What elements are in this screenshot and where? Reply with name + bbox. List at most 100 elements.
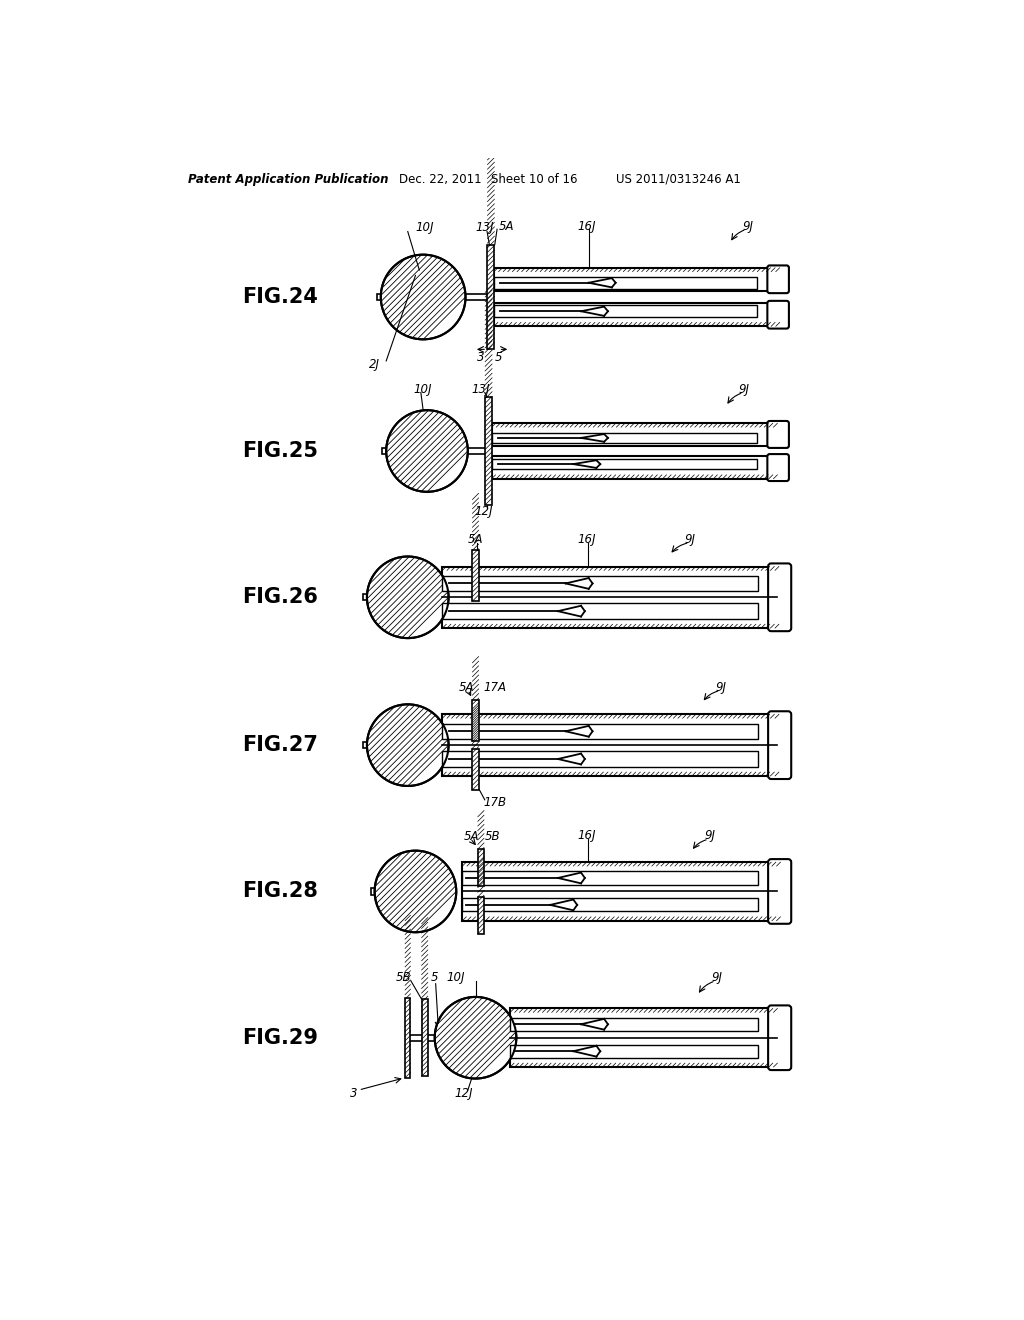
Text: 2J: 2J: [370, 358, 380, 371]
Text: 5: 5: [495, 351, 502, 363]
Bar: [442, 566, 777, 570]
Text: 5A: 5A: [464, 829, 479, 842]
FancyBboxPatch shape: [768, 1006, 792, 1071]
Bar: [510, 1018, 758, 1031]
Bar: [510, 1044, 758, 1057]
Bar: [382, 447, 488, 454]
FancyBboxPatch shape: [767, 454, 788, 480]
Bar: [463, 917, 777, 921]
Bar: [485, 397, 493, 506]
Text: 3: 3: [477, 351, 484, 363]
Bar: [442, 624, 777, 628]
Text: 13J: 13J: [472, 383, 490, 396]
Bar: [371, 888, 453, 895]
Bar: [472, 748, 478, 789]
Text: 13J: 13J: [475, 222, 494, 234]
Text: Sheet 10 of 16: Sheet 10 of 16: [490, 173, 578, 186]
Bar: [494, 322, 777, 326]
Bar: [510, 1008, 777, 1012]
Text: 10J: 10J: [413, 383, 432, 396]
Bar: [492, 424, 777, 428]
Bar: [494, 305, 758, 317]
Circle shape: [367, 705, 449, 785]
Bar: [492, 424, 777, 446]
Bar: [442, 751, 758, 767]
Circle shape: [375, 850, 457, 932]
Bar: [494, 304, 777, 326]
Text: FIG.28: FIG.28: [243, 882, 318, 902]
Text: 12J: 12J: [475, 504, 494, 517]
Bar: [494, 277, 758, 289]
Text: 5: 5: [431, 972, 438, 985]
Bar: [442, 723, 758, 739]
Text: 9J: 9J: [742, 219, 754, 232]
Text: 16J: 16J: [578, 829, 596, 842]
Bar: [442, 566, 777, 628]
Bar: [408, 1035, 441, 1040]
Text: 5A: 5A: [468, 533, 483, 546]
Bar: [492, 475, 777, 479]
Text: 9J: 9J: [705, 829, 715, 842]
Bar: [472, 701, 478, 742]
Bar: [494, 268, 777, 290]
Bar: [442, 772, 777, 776]
Bar: [364, 594, 442, 601]
Circle shape: [386, 411, 468, 492]
Bar: [492, 457, 777, 479]
Bar: [463, 871, 758, 884]
Text: 10J: 10J: [416, 222, 434, 234]
Text: 9J: 9J: [716, 681, 727, 694]
Circle shape: [381, 255, 466, 339]
Circle shape: [435, 997, 516, 1078]
Text: 12J: 12J: [454, 1086, 472, 1100]
Bar: [406, 998, 411, 1077]
Bar: [492, 433, 758, 444]
Bar: [510, 1063, 777, 1067]
Text: 17B: 17B: [483, 796, 506, 809]
Text: 10J: 10J: [446, 972, 465, 985]
Text: 17A: 17A: [483, 681, 506, 694]
Bar: [422, 999, 428, 1076]
Bar: [463, 862, 777, 921]
Bar: [478, 896, 484, 933]
Text: 9J: 9J: [712, 972, 723, 985]
FancyBboxPatch shape: [767, 265, 788, 293]
Bar: [442, 714, 777, 776]
FancyBboxPatch shape: [768, 859, 792, 924]
Text: 5B: 5B: [484, 829, 501, 842]
Bar: [492, 459, 758, 470]
Bar: [463, 862, 777, 866]
Text: 9J: 9J: [739, 383, 750, 396]
Text: FIG.27: FIG.27: [243, 735, 318, 755]
Text: FIG.25: FIG.25: [243, 441, 318, 461]
Text: 9J: 9J: [685, 533, 696, 546]
Bar: [442, 576, 758, 591]
Text: 5B: 5B: [395, 972, 411, 985]
Bar: [487, 244, 495, 350]
Text: FIG.26: FIG.26: [243, 587, 318, 607]
Text: FIG.29: FIG.29: [243, 1028, 318, 1048]
FancyBboxPatch shape: [767, 301, 788, 329]
Bar: [377, 294, 490, 300]
Bar: [463, 899, 758, 911]
Text: 3: 3: [350, 1086, 357, 1100]
Bar: [472, 549, 478, 601]
Bar: [510, 1008, 777, 1067]
Bar: [442, 603, 758, 619]
Text: 5A: 5A: [459, 681, 474, 694]
FancyBboxPatch shape: [767, 421, 788, 447]
Text: FIG.24: FIG.24: [243, 286, 318, 308]
Text: 5A: 5A: [499, 219, 514, 232]
Bar: [494, 268, 777, 272]
Bar: [442, 714, 777, 718]
Text: Patent Application Publication: Patent Application Publication: [188, 173, 389, 186]
Bar: [478, 849, 484, 886]
Bar: [364, 742, 442, 748]
Text: 16J: 16J: [578, 219, 596, 232]
FancyBboxPatch shape: [768, 711, 792, 779]
FancyBboxPatch shape: [768, 564, 792, 631]
Text: US 2011/0313246 A1: US 2011/0313246 A1: [615, 173, 740, 186]
Text: 16J: 16J: [578, 533, 596, 546]
Text: Dec. 22, 2011: Dec. 22, 2011: [398, 173, 481, 186]
Circle shape: [367, 557, 449, 638]
